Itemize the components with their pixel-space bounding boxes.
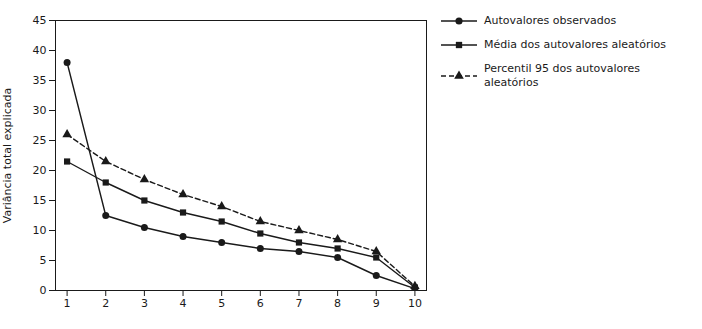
svg-text:2: 2 xyxy=(102,297,109,310)
svg-text:6: 6 xyxy=(257,297,264,310)
svg-text:9: 9 xyxy=(373,297,380,310)
svg-text:10: 10 xyxy=(33,224,47,237)
svg-text:30: 30 xyxy=(33,104,47,117)
svg-text:4: 4 xyxy=(180,297,187,310)
svg-text:10: 10 xyxy=(408,297,422,310)
html-text:Média dos autovalores aleatóri: Média dos autovalores aleatórios xyxy=(484,38,666,52)
svg-text:5: 5 xyxy=(218,297,225,310)
svg-text:8: 8 xyxy=(334,297,341,310)
html-text:Autovalores observados: Autovalores observados xyxy=(484,14,617,28)
svg-text:45: 45 xyxy=(33,14,47,27)
svg-text:35: 35 xyxy=(33,74,47,87)
svg-text:0: 0 xyxy=(40,284,47,297)
html-text:Percentil 95 dos autovalores a: Percentil 95 dos autovalores aleatórios xyxy=(484,62,640,89)
svg-text:5: 5 xyxy=(40,254,47,267)
svg-text:3: 3 xyxy=(141,297,148,310)
svg-text:20: 20 xyxy=(33,164,47,177)
svg-text:7: 7 xyxy=(295,297,302,310)
svg-text:40: 40 xyxy=(33,44,47,57)
svg-text:25: 25 xyxy=(33,134,47,147)
svg-text:1: 1 xyxy=(64,297,71,310)
svg-text:15: 15 xyxy=(33,194,47,207)
svg-text:Variância total explicada: Variância total explicada xyxy=(1,88,14,223)
